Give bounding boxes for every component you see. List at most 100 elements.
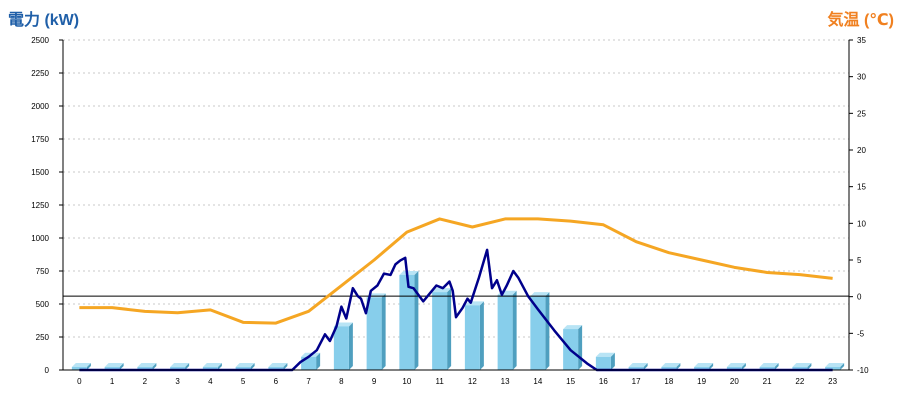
bar-side — [381, 293, 386, 370]
y2-tick-label: 25 — [857, 109, 866, 118]
x-tick-label: 23 — [828, 377, 837, 386]
y-tick-label: 500 — [36, 300, 50, 309]
bar-side — [152, 363, 157, 370]
bar-side — [774, 363, 779, 370]
bar-top — [759, 363, 779, 367]
bar-side — [283, 363, 288, 370]
bar-top — [137, 363, 157, 367]
bar-face — [759, 367, 775, 370]
bar-face — [792, 367, 808, 370]
x-tick-label: 20 — [730, 377, 739, 386]
y-tick-label: 1000 — [31, 234, 49, 243]
bar-side — [545, 292, 550, 370]
bar-side — [414, 270, 419, 370]
bar-side — [610, 352, 615, 370]
y2-tick-label: 20 — [857, 146, 866, 155]
bar-face — [104, 367, 120, 370]
bar-side — [807, 363, 812, 370]
bar-top — [628, 363, 648, 367]
bar-top — [726, 363, 746, 367]
x-tick-label: 18 — [664, 377, 673, 386]
bar — [595, 352, 615, 370]
x-tick-label: 1 — [110, 377, 115, 386]
y-tick-label: 2500 — [31, 36, 49, 45]
bar-face — [497, 294, 513, 370]
bar-face — [595, 356, 611, 370]
bar-face — [137, 367, 153, 370]
bar-top — [202, 363, 222, 367]
bar-face — [661, 367, 677, 370]
y2-tick-label: 35 — [857, 36, 866, 45]
bar-side — [741, 363, 746, 370]
y2-tick-label: 30 — [857, 73, 866, 82]
bar-top — [825, 363, 845, 367]
line-layer — [63, 217, 849, 372]
bar-side — [250, 363, 255, 370]
bar — [137, 363, 157, 370]
y-tick-label: 1500 — [31, 168, 49, 177]
x-tick-label: 3 — [175, 377, 180, 386]
bar — [563, 325, 583, 370]
bar — [825, 363, 845, 370]
bar-side — [217, 363, 222, 370]
x-tick-label: 8 — [339, 377, 344, 386]
bar-face — [726, 367, 742, 370]
bar-side — [578, 325, 583, 370]
bar-side — [512, 290, 517, 370]
bar — [170, 363, 190, 370]
power-line — [79, 248, 833, 372]
x-tick-label: 5 — [241, 377, 246, 386]
y-tick-label: 1750 — [31, 135, 49, 144]
y2-tick-label: -10 — [857, 366, 869, 375]
y2-tick-label: 10 — [857, 219, 866, 228]
bar-top — [432, 288, 452, 293]
bar — [432, 288, 452, 370]
y2-tick-label: 5 — [857, 256, 862, 265]
bar-side — [643, 363, 648, 370]
bar-top — [268, 363, 288, 367]
x-tick-label: 2 — [143, 377, 148, 386]
bar-side — [709, 363, 714, 370]
bar — [235, 363, 255, 370]
x-tick-label: 12 — [468, 377, 477, 386]
bar-face — [825, 367, 841, 370]
bar-top — [792, 363, 812, 367]
bar-face — [464, 305, 480, 370]
bar-side — [840, 363, 845, 370]
y-tick-label: 750 — [36, 267, 50, 276]
bar — [694, 363, 714, 370]
bar — [726, 363, 746, 370]
y2-tick-label: 15 — [857, 183, 866, 192]
bar — [661, 363, 681, 370]
bar — [333, 322, 353, 370]
y-tick-label: 0 — [45, 366, 50, 375]
x-tick-label: 11 — [435, 377, 444, 386]
bar — [759, 363, 779, 370]
x-tick-label: 4 — [208, 377, 213, 386]
x-tick-label: 14 — [533, 377, 542, 386]
x-tick-label: 17 — [632, 377, 641, 386]
bar-side — [185, 363, 190, 370]
bar-face — [366, 297, 382, 370]
temperature-line — [79, 217, 833, 325]
x-tick-label: 16 — [599, 377, 608, 386]
x-tick-label: 21 — [763, 377, 772, 386]
bar — [202, 363, 222, 370]
bar-top — [104, 363, 124, 367]
x-tick-label: 13 — [501, 377, 510, 386]
bar — [71, 363, 91, 370]
right-axis-title: 気温 (℃) — [827, 12, 894, 29]
bar — [268, 363, 288, 370]
bar-top — [235, 363, 255, 367]
x-tick-label: 6 — [274, 377, 279, 386]
bar-top — [333, 322, 353, 327]
bar-top — [399, 270, 419, 275]
x-tick-label: 10 — [402, 377, 411, 386]
y2-tick-label: -5 — [857, 329, 865, 338]
bar-side — [676, 363, 681, 370]
y2-tick-label: 0 — [857, 293, 862, 302]
bar-side — [316, 352, 321, 370]
bar — [497, 290, 517, 370]
bar-face — [71, 367, 87, 370]
